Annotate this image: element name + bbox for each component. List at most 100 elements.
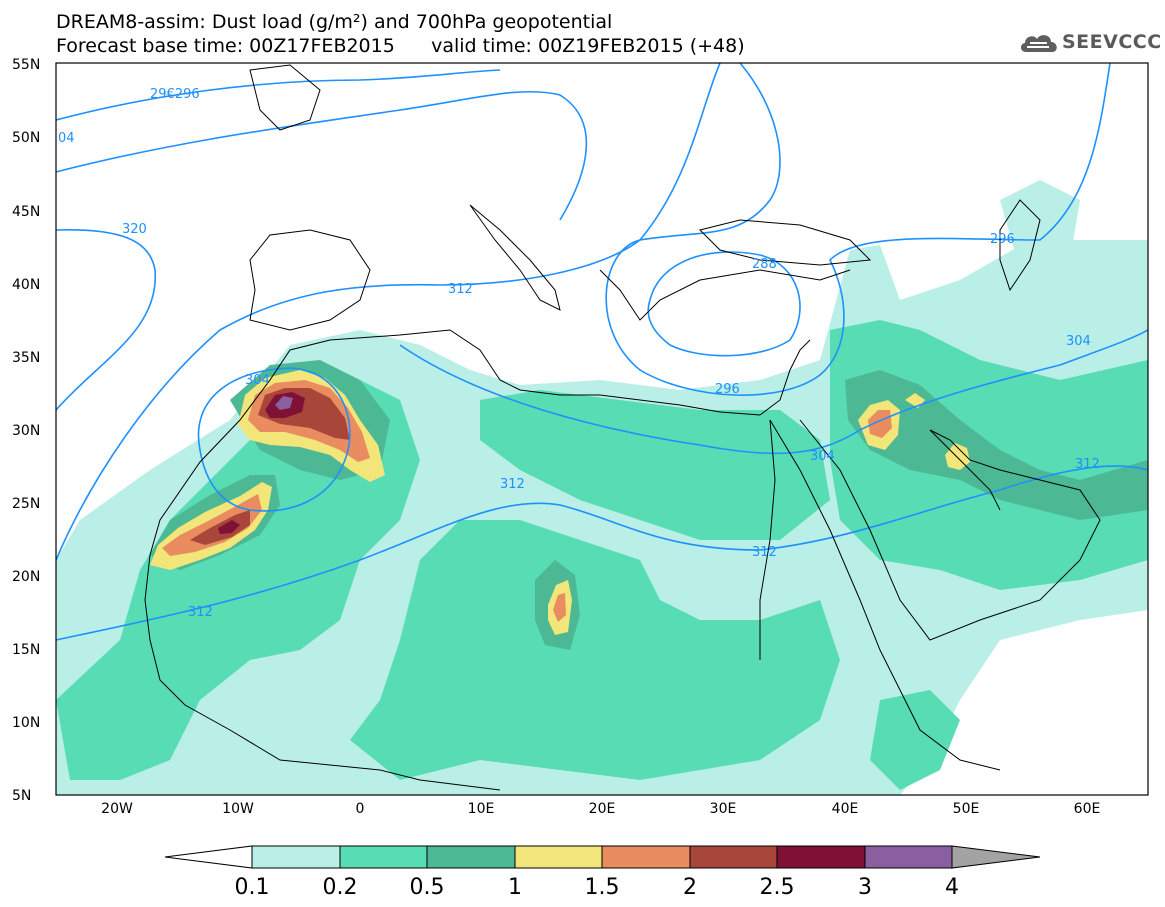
geopotential-contours [56,63,1148,641]
coastlines [144,64,1101,791]
lat-axis: 55N 50N 45N 40N 35N 30N 25N 20N 15N 10N … [12,57,40,804]
dust-region-central-sahara [350,520,840,780]
contour-labels: 29€296 04 320 312 288 296 304 304 304 31… [58,87,1100,620]
map-subtitle: Forecast base time: 00Z17FEB2015 valid t… [56,36,745,56]
contour-312-center [56,465,1148,641]
contour-296-aegean [605,63,1111,396]
coast-iberia [249,229,371,331]
colorbar-label: 0.2 [323,875,358,900]
contour-label: 296 [715,382,740,397]
coast-levant [759,339,811,416]
coast-nile [759,419,776,660]
coast-arabia [799,419,1101,641]
contour-label: 304 [1066,334,1091,349]
colorbar-segment [251,845,341,869]
colorbar-label: 2 [683,875,697,900]
colorbar-segment [776,845,866,869]
cloud-logo-icon [1020,35,1057,52]
colorbar-label: 3 [858,875,872,900]
dust-region-mauritania-darkred [218,520,240,534]
coast-red-sea [769,419,1001,771]
contour-label: 312 [1075,457,1100,472]
colorbar-right-arrow [951,845,1041,869]
colorbar-segment [426,845,516,869]
plot-frame [55,62,1149,796]
contour-304-east [399,329,1148,455]
coast-black-sea [699,219,872,266]
valid-time-label: valid time: 00Z19FEB2015 (+48) [431,35,745,57]
contour-label: 296 [990,232,1015,247]
contour-label: 288 [752,257,777,272]
colorbar-label: 1 [508,875,522,900]
dust-region-morocco-purple [275,396,293,410]
lat-tick: 45N [12,204,40,220]
contour-label: 312 [500,477,525,492]
colorbar-label: 4 [945,875,959,900]
lat-tick: 30N [12,423,40,439]
contour-label: 312 [188,605,213,620]
dust-region-mauritania-orange [162,494,262,556]
dust-region-caspian-light [1000,180,1080,270]
coast-italy [469,204,561,311]
lon-tick: 0 [356,801,365,817]
contour-label: 29€296 [150,87,200,102]
colorbar-label: 0.1 [235,875,270,900]
lat-tick: 10N [12,715,40,731]
coast-greece-turkey [599,269,851,321]
colorbar-label: 2.5 [760,875,795,900]
seevccc-logo: SEEVCCC [1018,28,1161,58]
lat-tick: 35N [12,350,40,366]
contour-304-north [56,90,588,221]
dust-fields [56,63,1148,795]
lon-tick: 60E [1074,801,1101,817]
dust-region-iraq-mid [845,370,1148,520]
contour-label: 312 [448,282,473,297]
lon-tick: 20E [589,801,616,817]
dust-region-horn-africa [870,690,960,790]
map-title: DREAM8-assim: Dust load (g/m²) and 700hP… [56,11,613,33]
lat-tick: 15N [12,642,40,658]
coast-gulf [929,429,1001,511]
lat-tick: 20N [12,569,40,585]
colorbar-segment [514,845,603,869]
colorbar-segment [339,845,428,869]
colorbar-label: 0.5 [410,875,445,900]
contour-label: 304 [245,373,270,388]
coast-north-africa [149,329,761,556]
colorbar-label: 1.5 [585,875,620,900]
lat-tick: 50N [12,130,40,146]
coast-britain [249,64,321,131]
lat-tick: 25N [12,496,40,512]
lon-axis: 20W 10W 0 10E 20E 30E 40E 50E 60E [101,801,1100,817]
colorbar-segment [864,845,953,869]
dust-region-chad-orange [553,593,566,622]
lat-tick: 55N [12,57,40,73]
colorbar [164,845,1041,869]
contour-label: 312 [752,545,777,560]
contour-288-aegean [647,251,801,357]
contour-label: 04 [58,131,75,146]
lon-tick: 40E [832,801,859,817]
contour-label: 304 [810,449,835,464]
lat-tick: 40N [12,277,40,293]
base-time-label: Forecast base time: 00Z17FEB2015 [56,35,395,57]
dust-region-iraq-orange [868,410,892,438]
lon-tick: 10W [222,801,254,817]
contour-320-west [56,228,156,411]
contour-label: 320 [122,222,147,237]
coast-west-africa [144,554,501,791]
lon-tick: 20W [101,801,133,817]
logo-text: SEEVCCC [1062,31,1162,53]
colorbar-labels: 0.1 0.2 0.5 1 1.5 2 2.5 3 4 [235,875,960,900]
lat-tick: 5N [12,788,31,804]
colorbar-segment [689,845,778,869]
colorbar-left-arrow [164,845,253,869]
lon-tick: 30E [710,801,737,817]
contour-304-morocco [197,367,351,512]
lon-tick: 10E [468,801,495,817]
contour-296-north [56,69,501,121]
coast-caspian [999,199,1041,292]
dust-region-libya-egypt [480,390,830,540]
lon-tick: 50E [953,801,980,817]
